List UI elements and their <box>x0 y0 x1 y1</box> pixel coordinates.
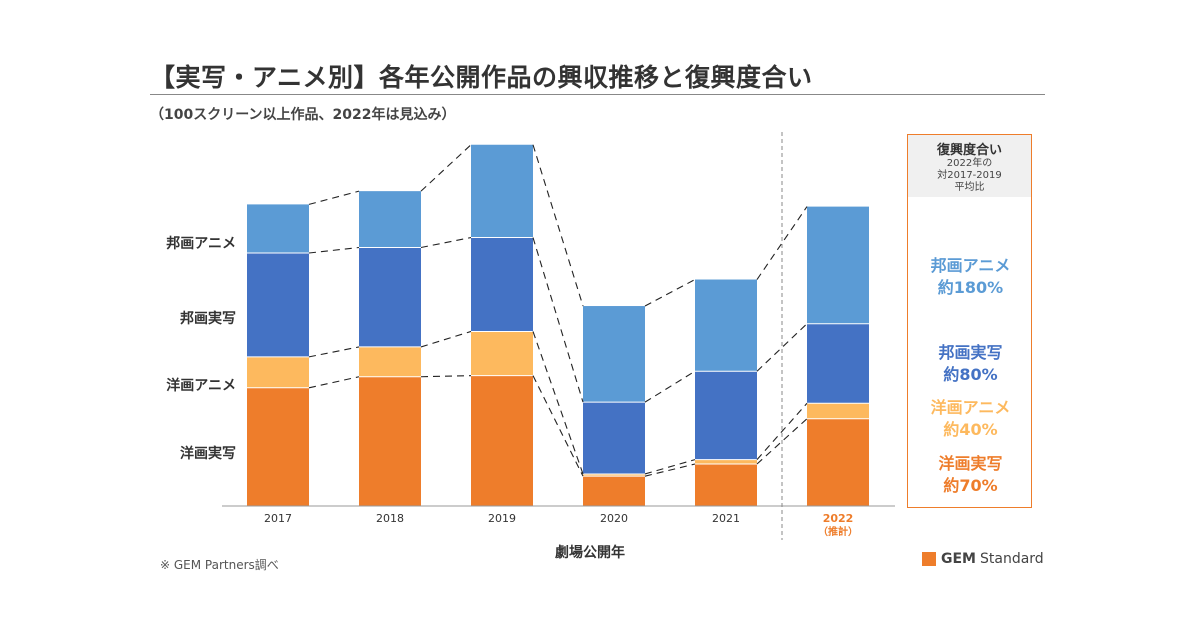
x-tick-label: 2020 <box>600 512 628 525</box>
x-tick-label: 2019 <box>488 512 516 525</box>
brand-name-bold: GEM <box>941 551 976 567</box>
legend-item-name: 邦画アニメ <box>930 256 1011 275</box>
connector-line <box>308 190 360 205</box>
legend-item-japanese-live: 邦画実写 約80% <box>908 342 1033 386</box>
legend-header: 復興度合い 2022年の 対2017-2019 平均比 <box>908 135 1031 197</box>
bar-segment <box>583 306 645 403</box>
connector-line <box>420 144 472 192</box>
connector-line <box>420 375 472 378</box>
brand-name-rest: Standard <box>980 551 1044 567</box>
bar-segment <box>583 402 645 474</box>
bar-segment <box>359 346 421 377</box>
legend-item-value: 約70% <box>943 476 998 495</box>
bar-segment <box>471 237 533 332</box>
bar-segment <box>359 247 421 347</box>
bar-segment <box>695 371 757 460</box>
connector-line <box>644 370 696 403</box>
bar-segment <box>247 356 309 388</box>
row-label-japanese-anime: 邦画アニメ <box>166 236 236 252</box>
bar-segment <box>695 459 757 465</box>
brand-mark-icon <box>922 552 936 566</box>
recovery-legend-box: 復興度合い 2022年の 対2017-2019 平均比 邦画アニメ 約180% … <box>907 134 1032 508</box>
bar-segment <box>583 476 645 506</box>
connector-line <box>308 346 360 358</box>
legend-item-value: 約180% <box>937 278 1004 297</box>
title-divider <box>150 94 1045 95</box>
bar-segment <box>807 418 869 506</box>
bar-segment <box>247 204 309 254</box>
bar-segment <box>471 331 533 376</box>
connector-line <box>644 463 696 477</box>
legend-item-western-anime: 洋画アニメ 約40% <box>908 397 1033 441</box>
legend-item-value: 約40% <box>943 420 998 439</box>
legend-sub-1: 2022年の <box>946 158 993 169</box>
bar-segment <box>359 191 421 248</box>
connector-line <box>308 246 360 254</box>
x-tick-label: 2017 <box>264 512 292 525</box>
connector-line <box>532 331 584 475</box>
bar-segment <box>807 403 869 419</box>
connector-line <box>532 237 584 403</box>
legend-heading: 復興度合い <box>936 143 1002 158</box>
bar-segment <box>695 279 757 372</box>
source-note: ※ GEM Partners調べ <box>160 558 279 572</box>
brand-logo: GEM Standard <box>922 551 1044 567</box>
x-tick-label: 2021 <box>712 512 740 525</box>
bar-segment <box>583 473 645 477</box>
bar-segment <box>247 253 309 357</box>
legend-sub-3: 平均比 <box>954 182 985 193</box>
connector-line <box>644 459 696 475</box>
bar-segment <box>471 375 533 506</box>
connector-line <box>420 330 472 348</box>
row-label-western-anime: 洋画アニメ <box>166 378 236 394</box>
legend-item-japanese-anime: 邦画アニメ 約180% <box>908 255 1033 299</box>
bar-segment <box>471 144 533 238</box>
row-label-japanese-live: 邦画実写 <box>180 311 236 327</box>
connector-line <box>420 237 472 249</box>
chart-title: 【実写・アニメ別】各年公開作品の興収推移と復興度合い <box>150 63 813 92</box>
chart-subtitle: （100スクリーン以上作品、2022年は見込み） <box>150 107 456 123</box>
bar-segment <box>359 376 421 506</box>
legend-sub-2: 対2017-2019 <box>937 170 1002 181</box>
legend-item-western-live: 洋画実写 約70% <box>908 453 1033 497</box>
x-tick-label: 2022 <box>823 512 854 525</box>
x-axis-title: 劇場公開年 <box>555 545 625 561</box>
connector-line <box>644 279 696 307</box>
legend-item-name: 洋画実写 <box>938 454 1003 473</box>
connector-line <box>308 376 360 389</box>
x-tick-label: 2018 <box>376 512 404 525</box>
x-tick-note: （推計） <box>818 525 858 538</box>
legend-item-value: 約80% <box>943 365 998 384</box>
legend-item-name: 邦画実写 <box>938 343 1003 362</box>
bar-segment <box>695 464 757 506</box>
bar-segment <box>807 323 869 404</box>
bar-segment <box>247 387 309 506</box>
row-label-western-live: 洋画実写 <box>180 446 236 462</box>
bar-segment <box>807 206 869 324</box>
connector-line <box>756 206 808 280</box>
connector-line <box>532 375 584 477</box>
legend-item-name: 洋画アニメ <box>930 398 1011 417</box>
connector-line <box>532 144 584 307</box>
connector-line <box>756 402 808 460</box>
